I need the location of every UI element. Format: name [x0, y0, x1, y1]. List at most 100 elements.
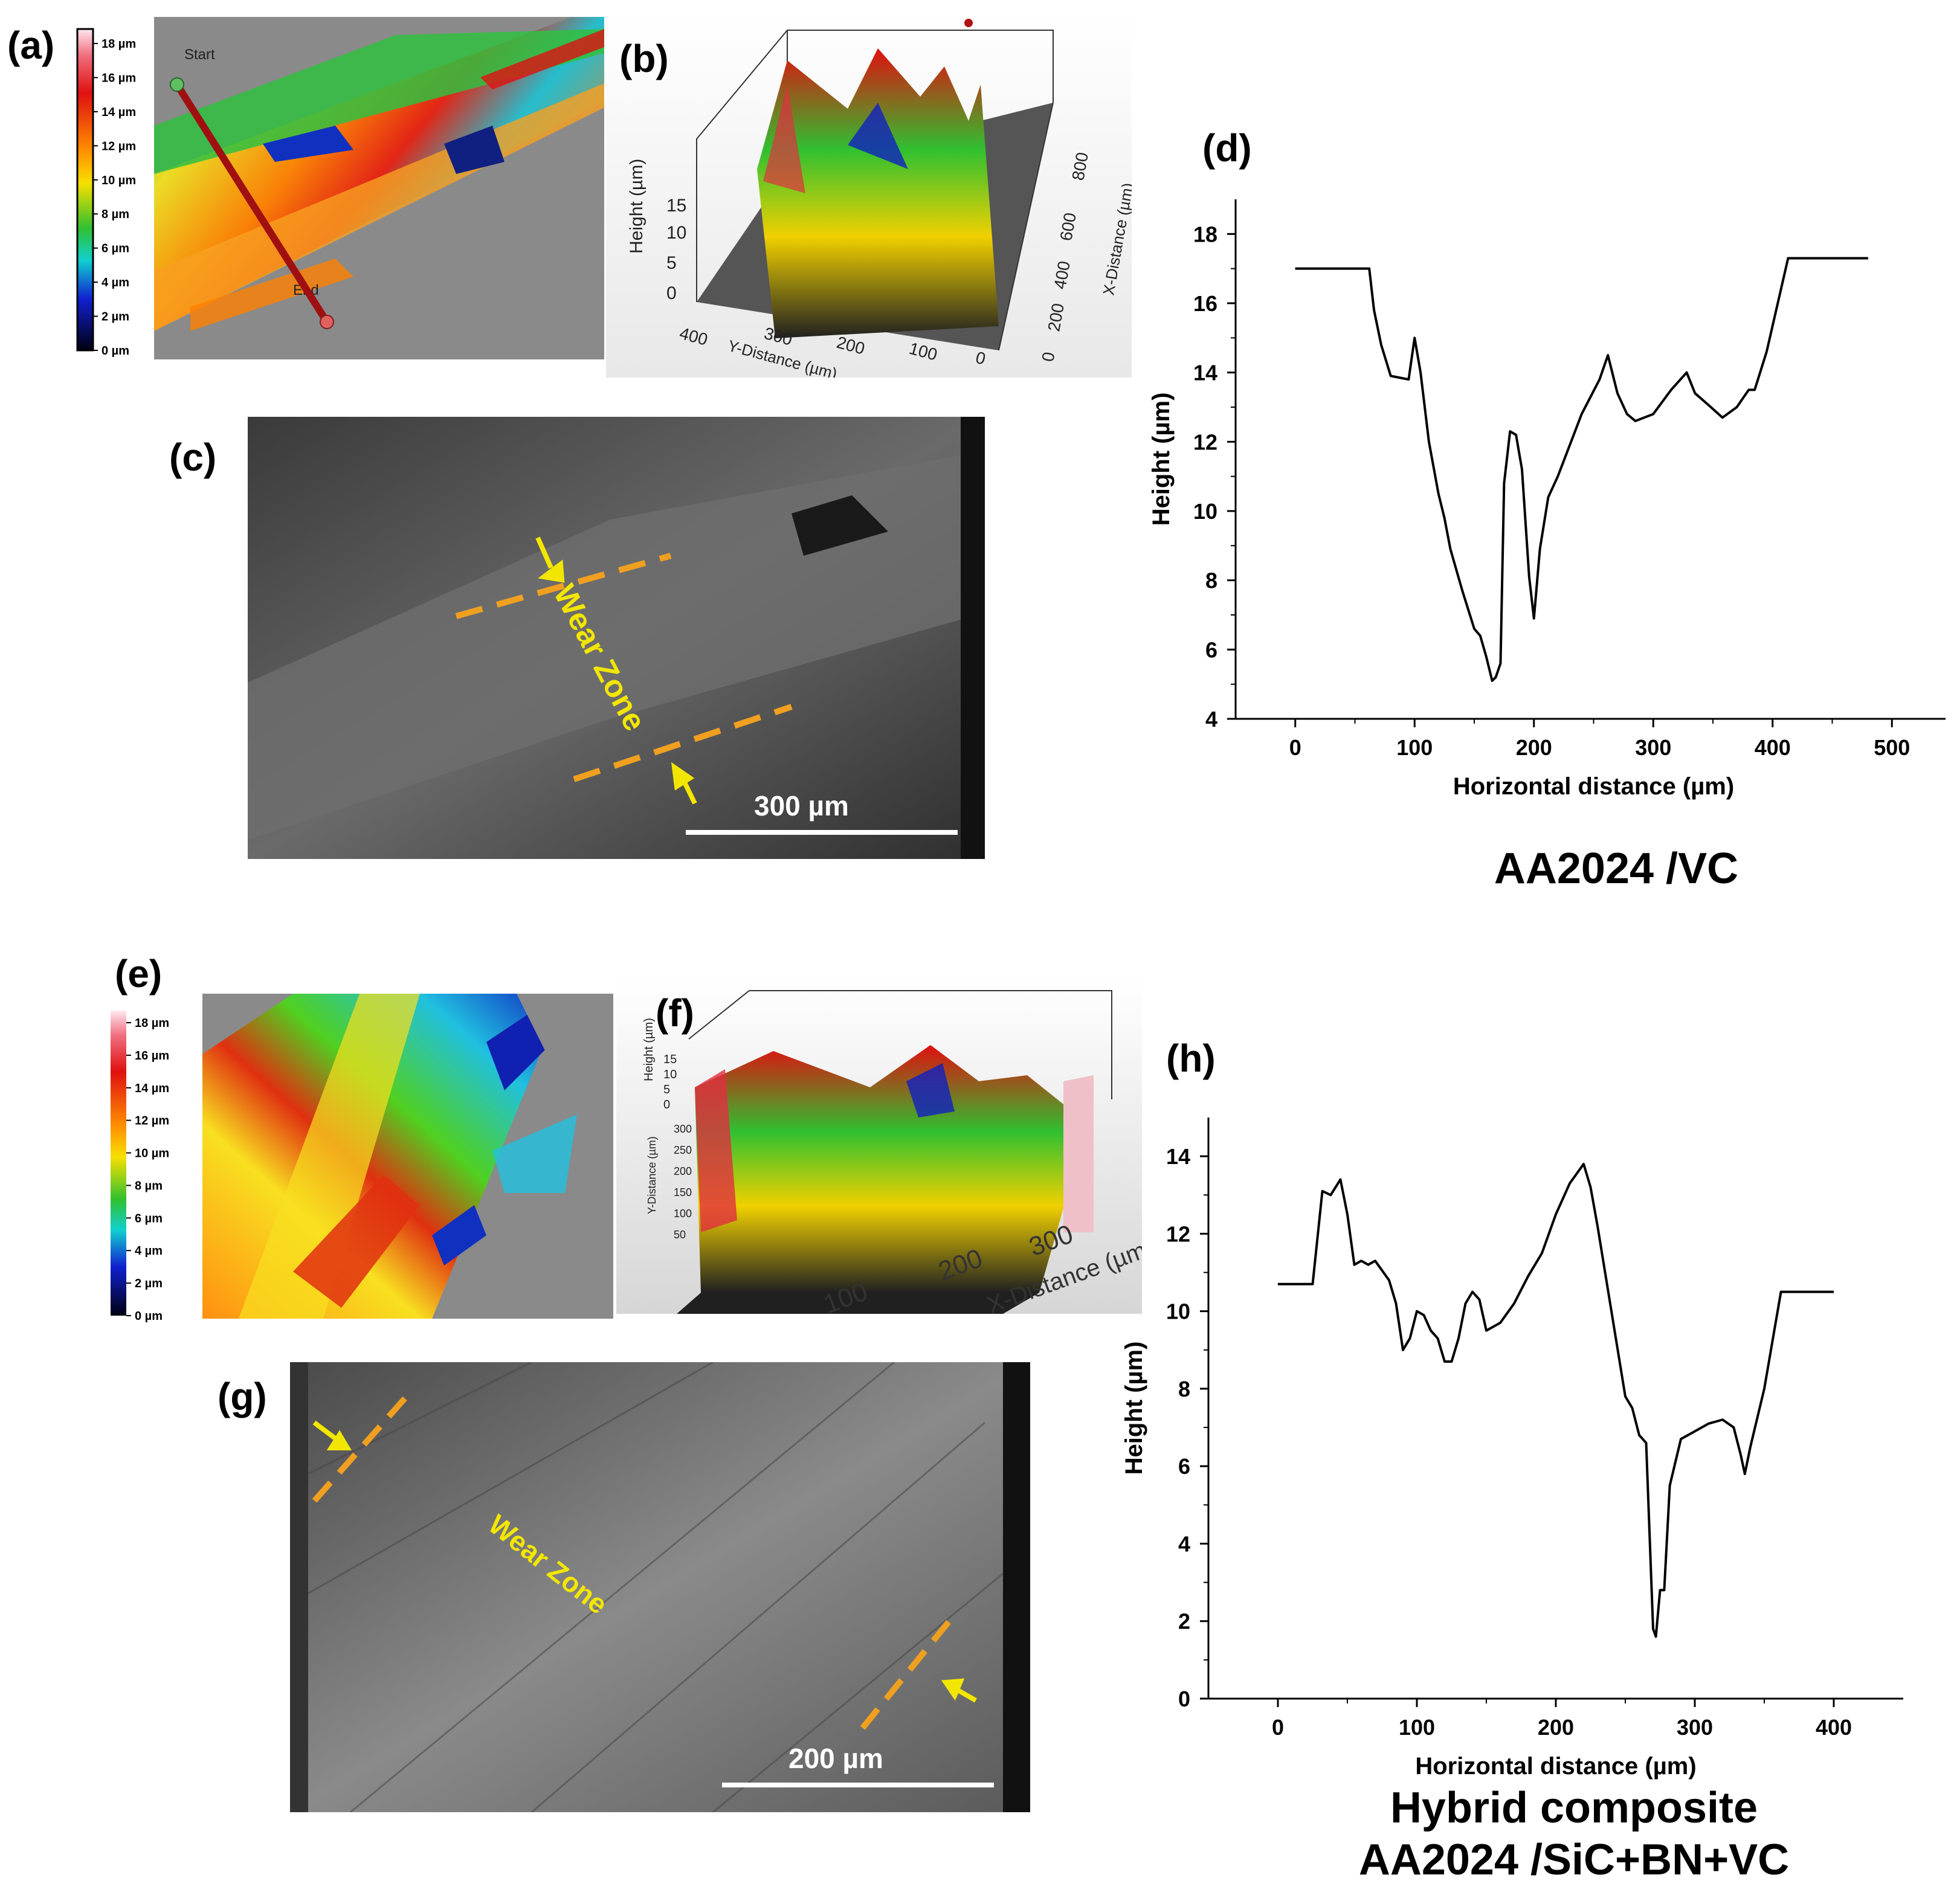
- colorbar-tick-label: 12 µm: [102, 140, 136, 153]
- data-point: [1472, 1291, 1473, 1293]
- colorbar-tick-label: 12 µm: [135, 1114, 169, 1128]
- data-point: [1388, 1279, 1390, 1281]
- x-axis-label: Horizontal distance (µm): [1415, 1753, 1696, 1780]
- data-point: [1465, 1303, 1466, 1304]
- x-tick-label: 300: [1635, 735, 1671, 760]
- b-x-label: X-Distance (µm): [1099, 181, 1132, 297]
- f-y-tick: 150: [674, 1186, 692, 1198]
- data-point: [1369, 268, 1370, 269]
- colorbar-tick-label: 6 µm: [135, 1212, 163, 1225]
- x-tick-label: 500: [1874, 735, 1910, 760]
- data-point: [1625, 1396, 1626, 1397]
- data-point: [1533, 618, 1535, 619]
- x-tick-label: 400: [1755, 735, 1791, 760]
- x-tick-label: 400: [1816, 1715, 1852, 1740]
- x-tick-label: 0: [1272, 1715, 1284, 1740]
- x-tick-label: 200: [1516, 735, 1552, 760]
- x-tick-label: 300: [1677, 1715, 1713, 1740]
- wear-zone-boundary: [455, 553, 793, 782]
- panel-label-f: (f): [656, 991, 694, 1035]
- colorbar-tick-label: 8 µm: [102, 208, 129, 221]
- data-point: [1547, 497, 1549, 498]
- f-y-tick: 50: [674, 1229, 686, 1241]
- scale-bar-label-g: 200 µm: [788, 1743, 883, 1774]
- x-tick-label: 100: [1399, 1715, 1435, 1740]
- colorbar-tick-label: 16 µm: [102, 71, 136, 85]
- colorbar-tick-label: 8 µm: [135, 1179, 163, 1192]
- data-point: [1474, 628, 1475, 629]
- panel-label-g: (g): [218, 1375, 267, 1418]
- wear-zone-arrows-g: [312, 1420, 977, 1703]
- f-z-label: Height (µm): [642, 1018, 656, 1081]
- y-tick-label: 12: [1193, 429, 1217, 454]
- b-z-tick: 10: [666, 223, 686, 243]
- x-tick-label: 200: [1538, 1715, 1574, 1740]
- y-tick-label: 8: [1205, 568, 1217, 593]
- height-map-a: Start End: [154, 17, 604, 359]
- y-axis-label: Height (µm): [1148, 393, 1175, 526]
- chart-d: 0 100 200 300 400 500 4 6 8 10 12 14 16 18 Horizontal …: [1148, 199, 1946, 800]
- b-x-tick: 0: [1038, 350, 1058, 363]
- y-tick-label: 16: [1193, 291, 1217, 316]
- data-point: [1590, 1186, 1591, 1188]
- series-line: [1278, 1162, 1834, 1638]
- data-point: [1617, 393, 1618, 394]
- data-point: [1495, 677, 1497, 678]
- optical-micrograph-g: Wear Zone 200 µm: [290, 1362, 1030, 1812]
- chart-h: 0 100 200 300 400 0 2 4 6 8 10 12 14 Horizontal dista…: [1121, 1118, 1903, 1780]
- data-point: [1340, 1179, 1341, 1180]
- b-y-tick: 400: [677, 324, 709, 349]
- data-point: [1514, 1303, 1515, 1304]
- data-point: [1500, 1322, 1501, 1323]
- wear-zone-boundary-g: [312, 1396, 951, 1736]
- data-point: [1740, 1454, 1741, 1455]
- colorbar-tick-label: 6 µm: [102, 242, 129, 256]
- y-tick-label: 2: [1178, 1609, 1190, 1634]
- panel-label-b: (b): [619, 37, 669, 80]
- data-point: [1635, 420, 1636, 422]
- colorbar-a-ticks: 18 µm 16 µm 14 µm 12 µm 10 µm 8 µm 6 µm 4 µm 2 µ…: [93, 37, 136, 358]
- caption-top: AA2024 /VC: [1494, 844, 1739, 893]
- data-point: [1402, 1349, 1404, 1351]
- b-z-tick: 5: [666, 253, 677, 273]
- data-point: [1733, 1427, 1734, 1428]
- b-x-tick: 400: [1050, 260, 1074, 291]
- panel-label-e: (e): [115, 952, 163, 995]
- start-label: Start: [184, 47, 215, 63]
- b-y-tick: 200: [834, 333, 866, 358]
- b-z-tick: 0: [666, 283, 677, 303]
- b-y-tick: 100: [907, 339, 939, 364]
- y-tick-label: 18: [1193, 222, 1217, 246]
- f-y-tick: 250: [674, 1144, 692, 1156]
- panel-label-c: (c): [169, 436, 217, 479]
- data-point: [1368, 1264, 1369, 1266]
- f-z-tick: 0: [663, 1098, 670, 1111]
- data-point: [1450, 548, 1451, 550]
- data-point: [1736, 407, 1737, 408]
- panel-label-h: (h): [1166, 1037, 1216, 1080]
- colorbar-tick-label: 4 µm: [135, 1244, 163, 1258]
- wear-zone-arrows: [535, 536, 697, 805]
- caption-bottom-line-1: Hybrid composite: [1390, 1784, 1758, 1832]
- colorbar-e: 18 µm 16 µm 14 µm 12 µm 10 µm 8 µm 6 µm 4 µm 2 µ…: [111, 1011, 169, 1323]
- series-line: [1295, 257, 1868, 682]
- colorbar-tick-label: 18 µm: [135, 1017, 169, 1030]
- colorbar-tick-label: 0 µm: [102, 344, 129, 358]
- colorbar-a: 18 µm 16 µm 14 µm 12 µm 10 µm 8 µm 6 µm 4 µm 2 µ…: [76, 28, 136, 358]
- optical-micrograph-c: Wear Zone 300 µm: [248, 417, 985, 859]
- f-y-tick: 200: [674, 1165, 692, 1177]
- data-point: [1347, 1214, 1348, 1215]
- y-tick-label: 6: [1205, 637, 1217, 662]
- data-point: [1354, 1264, 1355, 1266]
- y-tick-label: 14: [1166, 1144, 1190, 1169]
- data-point: [1722, 417, 1723, 418]
- f-y-tick: 100: [674, 1208, 692, 1220]
- y-tick-label: 10: [1166, 1299, 1190, 1324]
- data-point: [1486, 1330, 1487, 1331]
- data-point: [1408, 379, 1409, 380]
- data-point: [1437, 1338, 1438, 1339]
- colorbar-e-ticks: 18 µm 16 µm 14 µm 12 µm 10 µm 8 µm 6 µm 4 µm 2 µ…: [126, 1017, 169, 1323]
- b-y-tick: 0: [973, 348, 987, 368]
- colorbar-tick-label: 10 µm: [135, 1147, 169, 1160]
- colorbar-tick-label: 16 µm: [135, 1049, 169, 1063]
